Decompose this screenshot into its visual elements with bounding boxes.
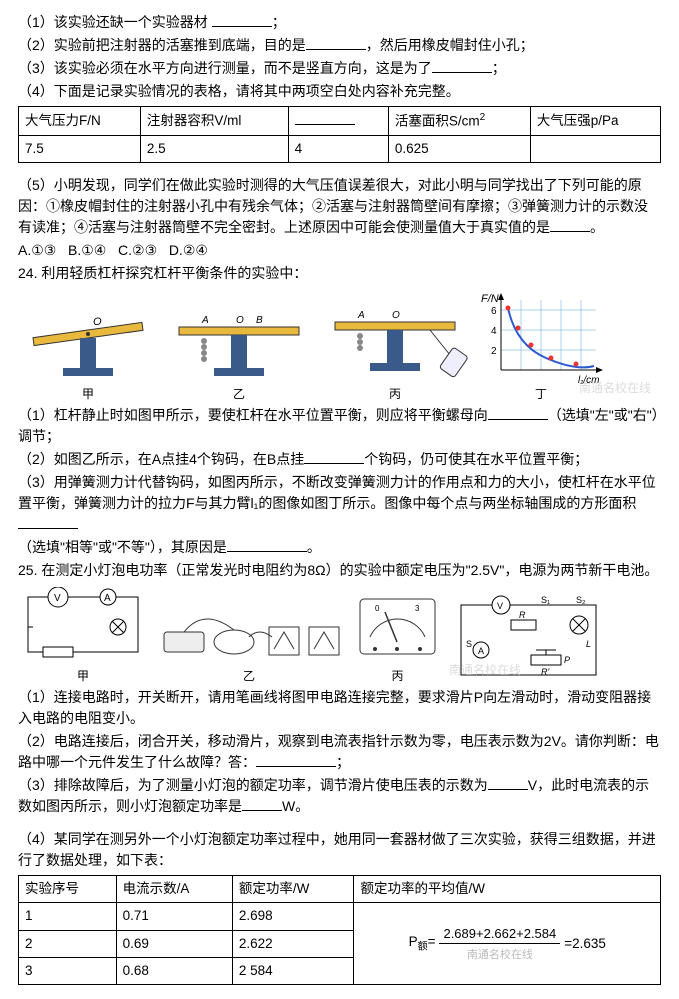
- td: 4: [288, 135, 388, 162]
- blank[interactable]: [488, 406, 548, 420]
- svg-text:R': R': [541, 667, 549, 677]
- td-blank[interactable]: [530, 135, 660, 162]
- td: 7.5: [19, 135, 141, 162]
- td: 0.625: [388, 135, 530, 162]
- blank[interactable]: [212, 13, 272, 27]
- th-blank[interactable]: [288, 107, 388, 136]
- q24-p3b: （选填"相等"或"不等"），其原因是。: [18, 537, 661, 558]
- fig-bing: A O 丙: [320, 300, 470, 403]
- td: 3: [19, 957, 117, 984]
- fig-yi-real: 乙: [154, 587, 344, 685]
- opt-b[interactable]: B.①④: [68, 242, 106, 258]
- svg-text:R: R: [519, 610, 526, 620]
- th-pressure: 大气压强p/Pa: [530, 107, 660, 136]
- blank[interactable]: [242, 797, 282, 811]
- opt-c[interactable]: C.②③: [118, 242, 157, 258]
- q5-options: A.①③ B.①④ C.②③ D.②④: [18, 240, 661, 261]
- q25-p3: （3）排除故障后，为了测量小灯泡的额定功率，调节滑片使电压表的示数为V，此时电流…: [18, 775, 661, 817]
- th-avg: 额定功率的平均值/W: [354, 876, 661, 903]
- blank[interactable]: [550, 218, 590, 232]
- q24-p2: （2）如图乙所示，在A点挂4个钩码，在B点挂个钩码，仍可使其在水平位置平衡；: [18, 449, 661, 470]
- td: 2 584: [232, 957, 354, 984]
- th-current: 电流示数/A: [116, 876, 232, 903]
- q1-p4: （4）下面是记录实验情况的表格，请将其中两项空白处内容补充完整。: [18, 81, 661, 102]
- svg-text:3: 3: [415, 604, 420, 613]
- q24-p3: （3）用弹簧测力计代替钩码，如图丙所示，不断改变弹簧测力计的作用点和力的大小，使…: [18, 472, 661, 535]
- th-volume: 注射器容积V/ml: [140, 107, 288, 136]
- svg-text:A: A: [104, 593, 111, 604]
- q1-p2: （2）实验前把注射器的活塞推到底端，目的是，然后用橡皮帽封住小孔；: [18, 35, 661, 56]
- blank[interactable]: [304, 450, 364, 464]
- td: 0.71: [116, 903, 232, 930]
- svg-text:0: 0: [375, 604, 380, 613]
- q24-p1: （1）杠杆静止时如图甲所示，要使杠杆在水平位置平衡，则应将平衡螺母向（选填"左"…: [18, 405, 661, 447]
- blank[interactable]: [227, 538, 307, 552]
- opt-d[interactable]: D.②④: [169, 242, 208, 258]
- svg-text:V: V: [54, 593, 61, 604]
- th-area: 活塞面积S/cm2: [388, 107, 530, 136]
- svg-text:S₂: S₂: [576, 595, 586, 605]
- th-seq: 实验序号: [19, 876, 117, 903]
- svg-text:S₁: S₁: [541, 595, 550, 605]
- blank[interactable]: [432, 59, 492, 73]
- svg-text:L: L: [586, 639, 591, 649]
- svg-text:V: V: [497, 601, 503, 611]
- q25-title: 25. 在测定小灯泡电功率（正常发光时电阻约为8Ω）的实验中额定电压为"2.5V…: [18, 560, 661, 581]
- blank[interactable]: [18, 515, 78, 529]
- fig-bing-meter: 03 丙: [350, 587, 445, 685]
- svg-text:A: A: [478, 646, 484, 656]
- q5-intro: （5）小明发现，同学们在做此实验时测得的大气压值误差很大，对此小明与同学找出了下…: [18, 175, 661, 238]
- q25-p2: （2）电路连接后，闭合开关，移动滑片，观察到电流表指针示数为零，电压表示数为2V…: [18, 731, 661, 773]
- td: 2.698: [232, 903, 354, 930]
- fig-schematic: V S₁ S₂ R L A S P R': [451, 595, 606, 685]
- fig-yi: A O B 乙: [164, 305, 314, 403]
- svg-text:O: O: [236, 315, 244, 326]
- q1-p3: （3）该实验必须在水平方向进行测量，而不是竖直方向，这是为了；: [18, 58, 661, 79]
- q1-p1: （1）该实验还缺一个实验器材 ；: [18, 12, 661, 33]
- q25-p4: （4）某同学在测另外一个小灯泡额定功率过程中，她用同一套器材做了三次实验，获得三…: [18, 829, 661, 871]
- avg-cell: P额= 2.689+2.662+2.584 南通名校在线 =2.635: [354, 903, 661, 985]
- fig-circuit-jia: V A 甲: [18, 587, 148, 685]
- watermark: 南通名校在线: [467, 949, 533, 961]
- svg-text:2: 2: [491, 346, 497, 357]
- svg-text:P: P: [564, 655, 570, 665]
- q25-p1: （1）连接电路时，开关断开，请用笔画线将图甲电路连接完整，要求滑片P向左滑动时，…: [18, 687, 661, 729]
- q24-title: 24. 利用轻质杠杆探究杠杆平衡条件的实验中：: [18, 263, 661, 284]
- q25-figures: V A 甲 乙 0 3: [18, 587, 661, 685]
- fig-jia: O 甲: [18, 305, 158, 403]
- opt-a[interactable]: A.①③: [18, 242, 56, 258]
- blank[interactable]: [306, 36, 366, 50]
- svg-text:A: A: [357, 310, 365, 321]
- table-power: 实验序号 电流示数/A 额定功率/W 额定功率的平均值/W 1 0.71 2.6…: [18, 875, 661, 985]
- td: 1: [19, 903, 117, 930]
- q24-figures: O 甲 A O B 乙 A O 丙: [18, 290, 661, 403]
- svg-text:O: O: [392, 310, 400, 321]
- th-force: 大气压力F/N: [19, 107, 141, 136]
- table-pressure: 大气压力F/N 注射器容积V/ml 活塞面积S/cm2 大气压强p/Pa 7.5…: [18, 106, 661, 163]
- td: 0.68: [116, 957, 232, 984]
- svg-text:6: 6: [491, 306, 497, 317]
- svg-text:F/N: F/N: [481, 293, 499, 305]
- svg-text:S: S: [466, 639, 472, 649]
- svg-text:O: O: [93, 316, 102, 328]
- blank[interactable]: [256, 753, 336, 767]
- blank[interactable]: [488, 776, 528, 790]
- td: 0.69: [116, 930, 232, 957]
- td: 2.5: [140, 135, 288, 162]
- td: 2.622: [232, 930, 354, 957]
- svg-text:A: A: [201, 315, 209, 326]
- fig-ding: F/N 6 4 2 l₁/cm 丁: [476, 290, 606, 403]
- th-power: 额定功率/W: [232, 876, 354, 903]
- td: 2: [19, 930, 117, 957]
- svg-text:l₁/cm: l₁/cm: [578, 375, 599, 385]
- svg-text:4: 4: [491, 326, 497, 337]
- svg-text:B: B: [256, 315, 263, 326]
